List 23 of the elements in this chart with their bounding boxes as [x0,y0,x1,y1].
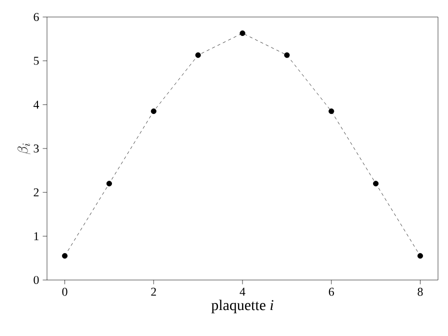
y-tick-label: 0 [34,276,39,284]
point [328,108,334,114]
point [62,253,68,259]
x-axis-title: plaquette i [211,300,274,314]
point [195,52,201,58]
point [284,52,290,58]
x-tick-label: 2 [151,288,156,296]
x-tick-label: 6 [328,288,334,296]
y-tick-label: 2 [34,188,39,196]
x-tick-label: 4 [240,288,246,296]
y-tick-label: 3 [34,144,39,153]
y-axis-title: $\beta_i$ [18,143,30,154]
point [150,108,156,114]
point [417,253,424,259]
point [106,180,112,186]
y-tick-label: 4 [33,100,40,109]
y-tick-label: 5 [34,56,39,65]
y-tick-label: 1 [34,232,39,240]
y-tick-label: 6 [34,12,39,22]
x-tick-label: 0 [62,288,68,296]
point [373,180,379,186]
point [240,30,246,36]
x-tick-label: 8 [418,288,423,296]
